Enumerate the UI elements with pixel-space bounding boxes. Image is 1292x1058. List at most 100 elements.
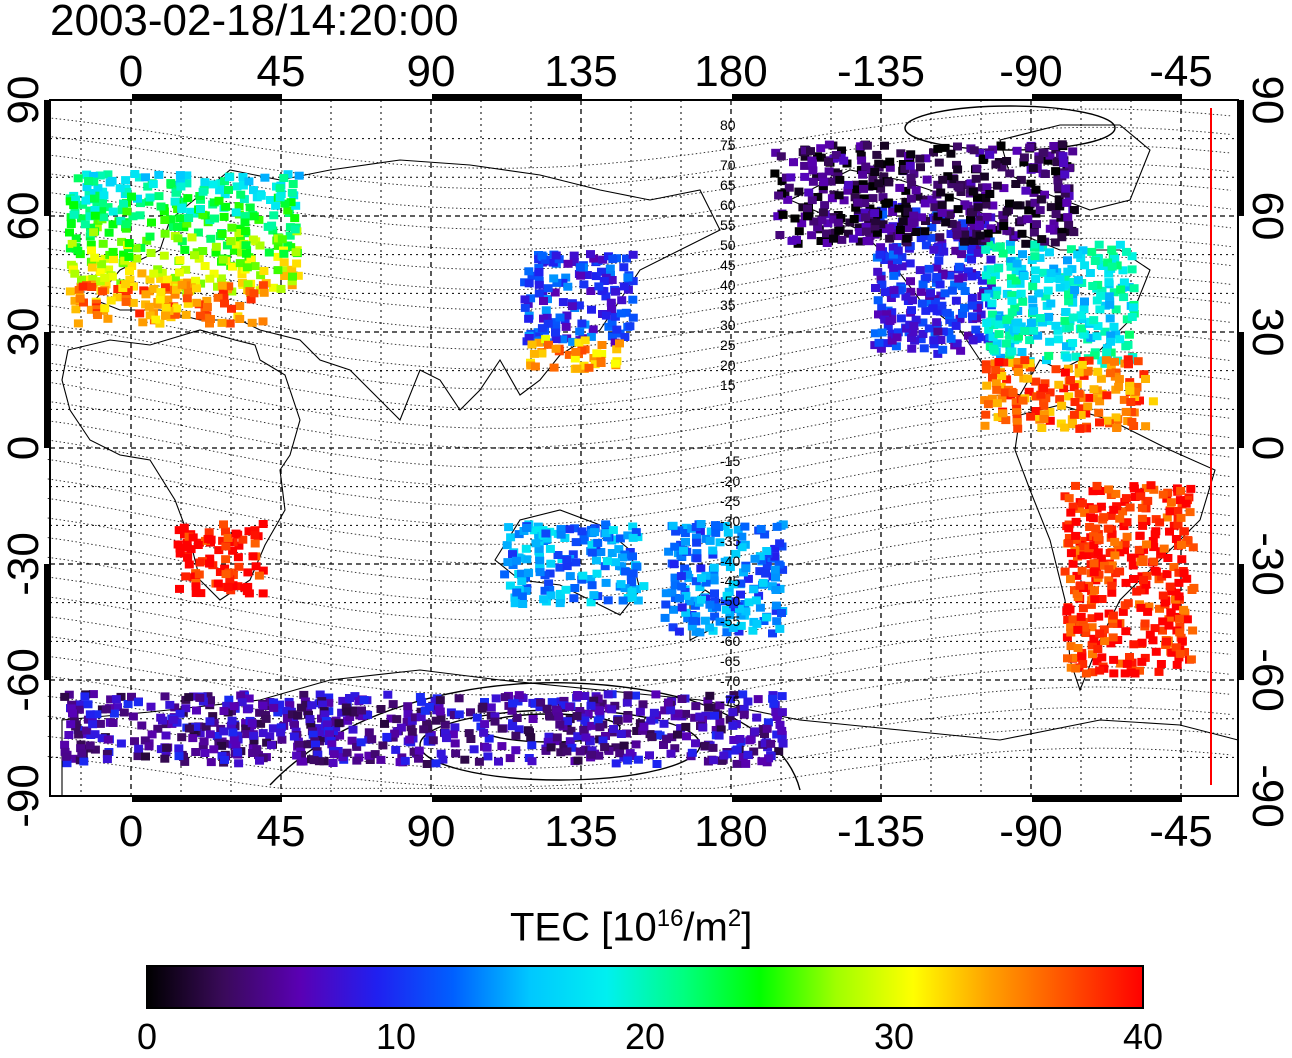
tec-cell — [701, 578, 711, 587]
tec-cell — [607, 319, 617, 328]
tec-cell — [226, 237, 236, 246]
tec-cell — [1045, 151, 1055, 160]
tec-cell — [789, 158, 798, 167]
tec-cell — [973, 303, 982, 312]
tec-cell — [607, 705, 617, 714]
tec-cell — [983, 400, 993, 409]
tec-cell — [618, 596, 628, 605]
tec-cell — [757, 556, 767, 565]
tec-cell — [438, 755, 448, 764]
tec-cell — [1128, 561, 1138, 570]
tec-cell — [218, 536, 228, 545]
tec-cell — [232, 182, 242, 191]
tec-cell — [241, 724, 251, 733]
tec-cell — [1013, 368, 1023, 376]
tec-cell — [541, 746, 551, 755]
tec-cell — [240, 227, 250, 235]
tec-cell — [996, 141, 1006, 150]
tec-cell — [714, 731, 724, 740]
tec-cell — [175, 584, 184, 593]
tec-cell — [95, 719, 105, 728]
tec-cell — [559, 696, 569, 705]
tec-cell — [1134, 545, 1144, 554]
tec-cell — [605, 264, 615, 273]
tec-cell — [269, 703, 279, 712]
tec-cell — [521, 586, 531, 595]
tec-cell — [986, 255, 996, 264]
tec-cell — [736, 579, 746, 588]
tec-cell — [324, 698, 334, 707]
tec-cell — [1021, 186, 1031, 195]
tec-cell — [514, 530, 524, 539]
tec-cell — [680, 564, 690, 573]
tec-cell — [1093, 367, 1103, 376]
tec-cell — [1122, 247, 1131, 256]
tec-cell — [423, 737, 433, 746]
tec-cell — [177, 205, 187, 214]
tec-cell — [200, 262, 210, 270]
tec-cell — [549, 274, 559, 283]
tec-cell — [988, 344, 998, 353]
tec-cell — [345, 713, 355, 721]
tec-cell — [865, 204, 875, 213]
tec-cell — [297, 750, 306, 759]
tec-cell — [619, 741, 629, 750]
tec-cell — [1038, 268, 1048, 277]
tec-cell — [984, 240, 993, 249]
tec-cell — [234, 759, 244, 768]
tec-cell — [916, 163, 925, 172]
tec-cell — [450, 739, 460, 748]
tec-cell — [1064, 494, 1074, 503]
tec-cell — [100, 254, 110, 263]
tec-cell — [121, 220, 131, 229]
tec-cell — [739, 568, 748, 577]
tec-cell — [1179, 569, 1189, 578]
tec-cell — [1130, 393, 1140, 401]
tec-cell — [1064, 220, 1074, 229]
tec-cell — [826, 177, 836, 186]
tec-cell — [431, 716, 441, 725]
tec-cell — [1062, 342, 1071, 351]
tec-cell — [999, 184, 1009, 193]
tec-cell — [774, 191, 784, 200]
tec-cell — [843, 180, 853, 189]
tec-cell — [166, 215, 176, 224]
tec-cell — [878, 210, 888, 219]
tec-cell — [762, 562, 772, 570]
tec-cell — [1090, 595, 1100, 604]
tec-cell — [745, 736, 755, 745]
tec-cell — [241, 249, 251, 258]
tec-cell — [1078, 604, 1088, 613]
tec-cell — [1097, 356, 1107, 365]
tec-cell — [1077, 499, 1087, 508]
tec-cell — [683, 614, 693, 623]
tec-cell — [565, 702, 575, 711]
tec-cell — [1127, 417, 1137, 426]
tec-cell — [1093, 533, 1103, 542]
tec-cell — [1043, 156, 1053, 165]
tec-cell — [907, 344, 917, 353]
tec-cell — [1044, 248, 1054, 257]
tec-cell — [954, 262, 964, 271]
tec-cell — [1106, 348, 1116, 357]
tec-cell — [549, 363, 559, 372]
tec-cell — [69, 210, 79, 219]
tec-cell — [1109, 288, 1119, 297]
tec-cell — [878, 193, 888, 202]
tec-cell — [887, 260, 897, 269]
tec-cell — [195, 311, 205, 320]
tec-cell — [77, 749, 87, 758]
tec-cell — [568, 550, 578, 559]
tec-cell — [877, 328, 887, 337]
tec-cell — [243, 568, 253, 577]
tec-cell — [220, 299, 229, 308]
tec-cell — [1095, 487, 1105, 495]
tec-cell — [505, 754, 515, 763]
tec-cell — [65, 228, 74, 237]
tec-cell — [154, 192, 164, 201]
tec-cell — [1039, 415, 1049, 423]
tec-cell — [668, 521, 678, 530]
tec-cell — [997, 394, 1007, 403]
tec-cell — [611, 558, 620, 567]
tec-cell — [108, 247, 118, 256]
